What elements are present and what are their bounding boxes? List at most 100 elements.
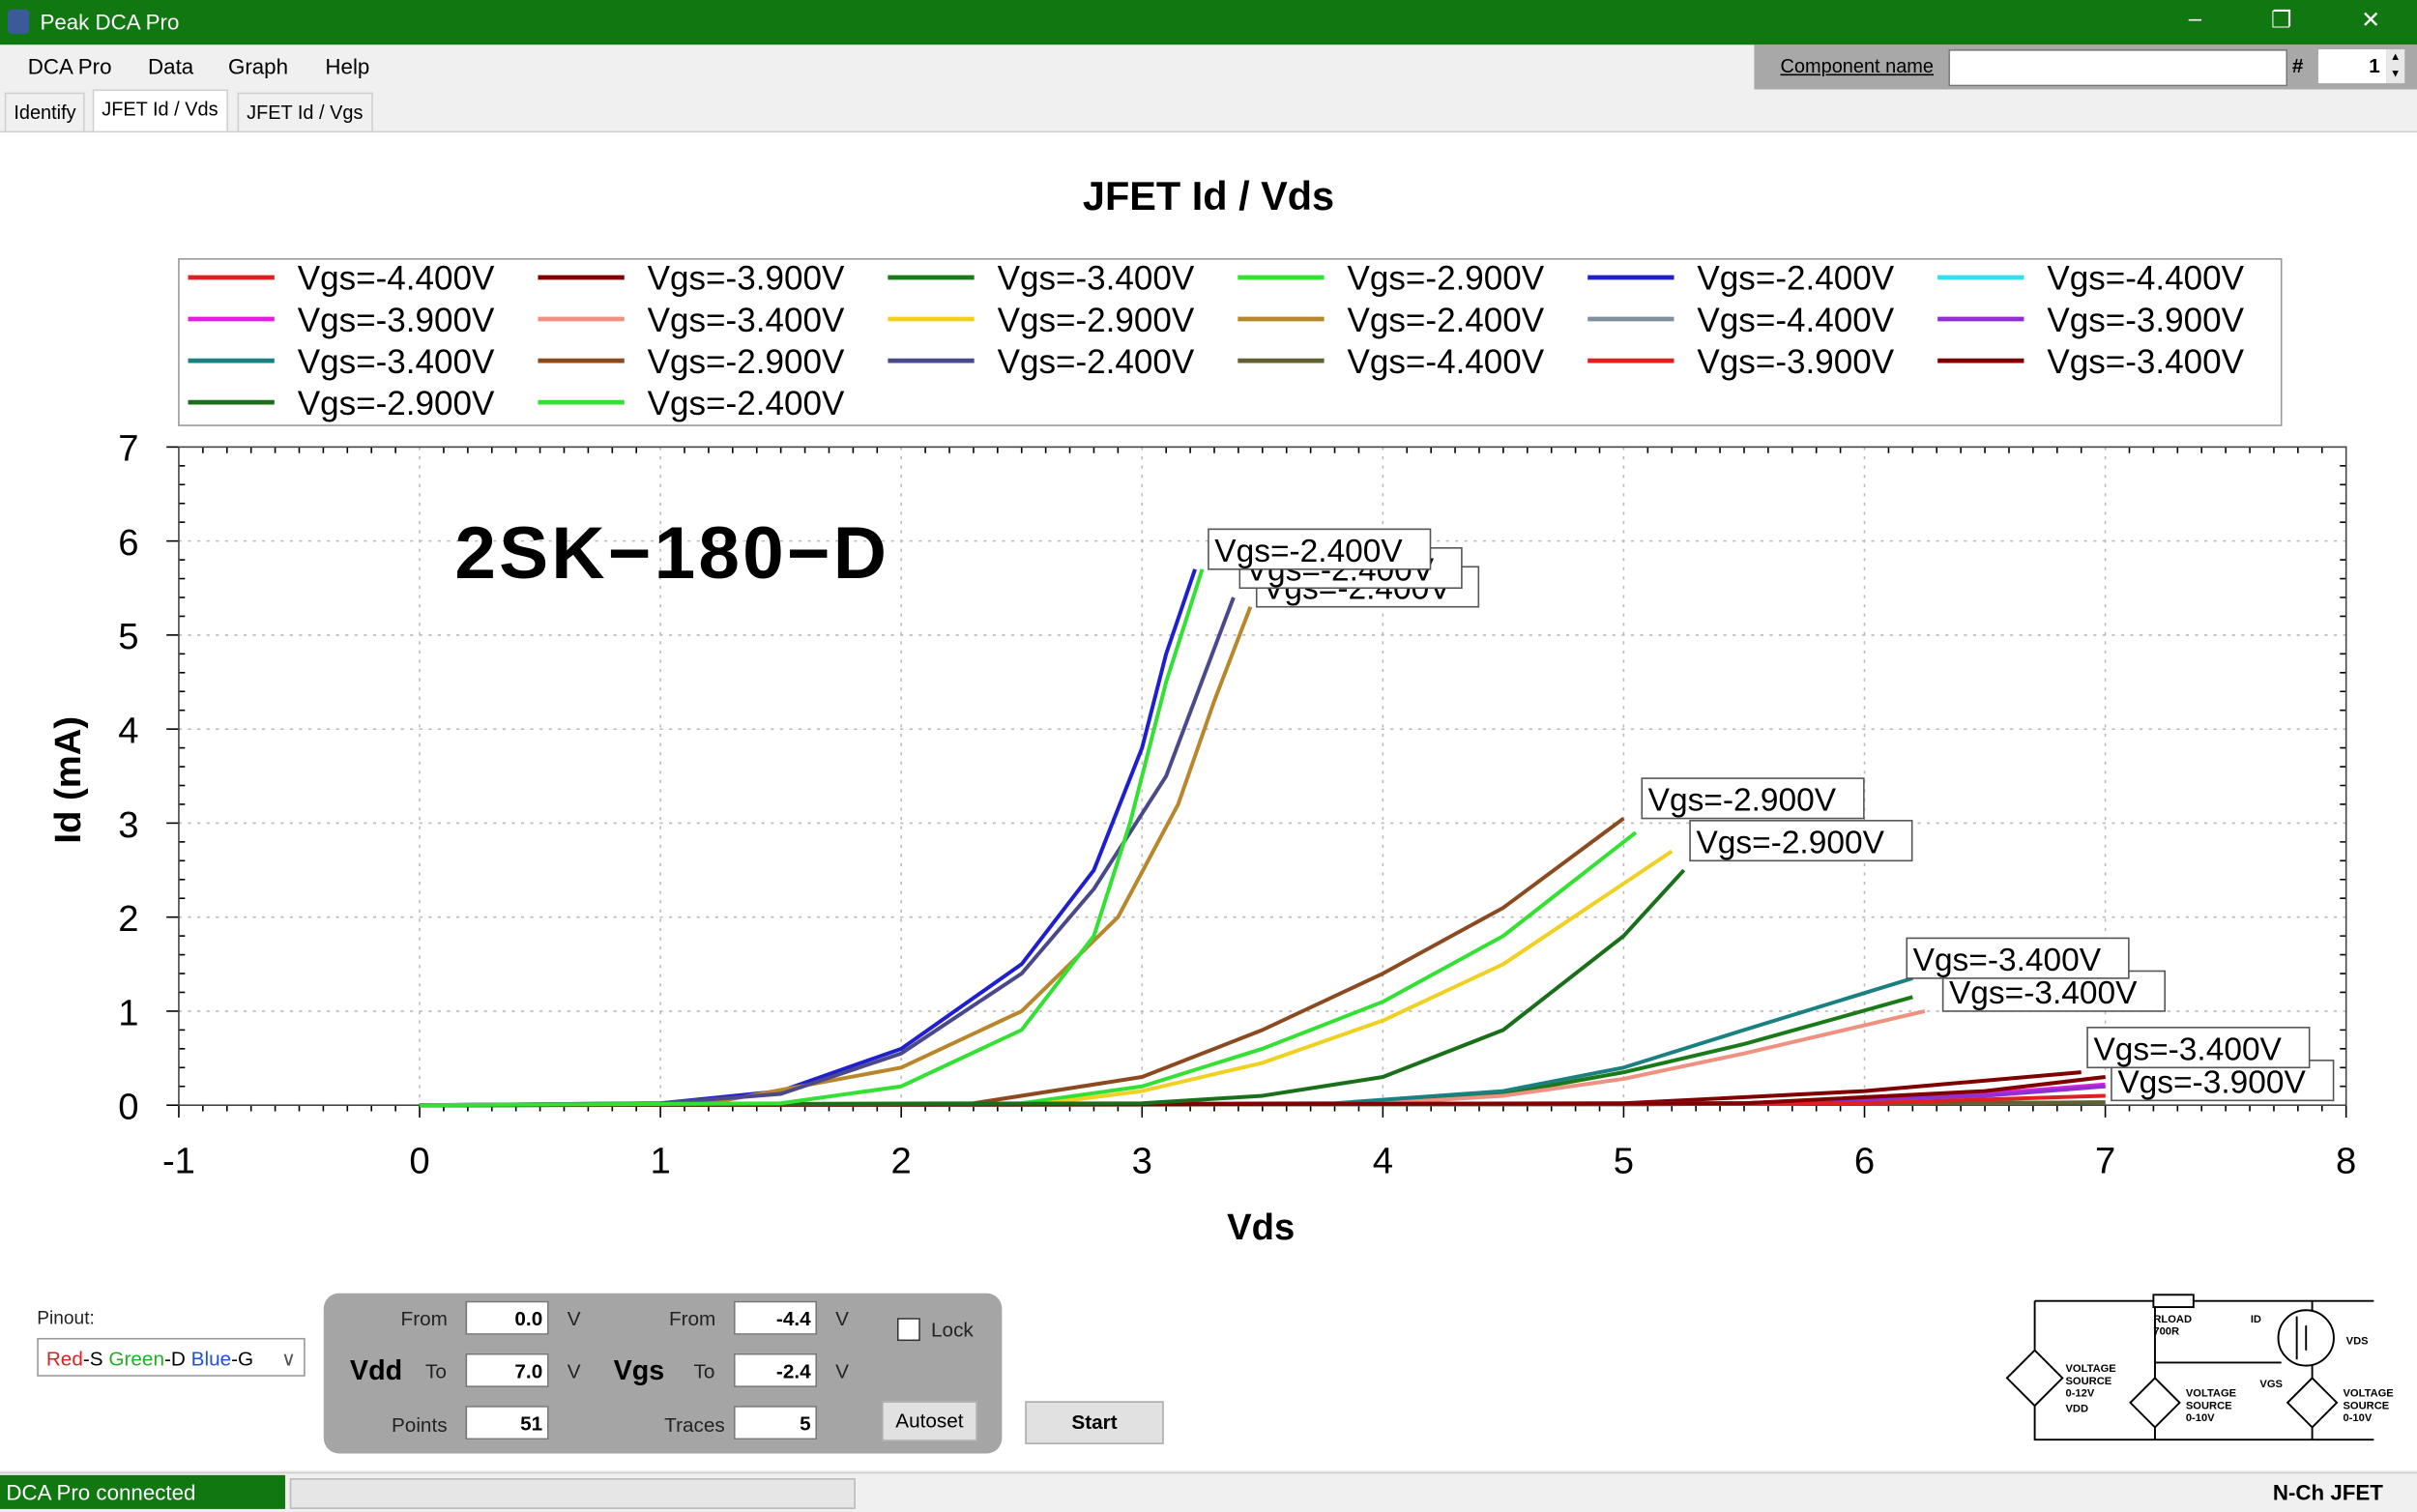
- y-tick-label: 6: [118, 522, 138, 564]
- pinout-select[interactable]: Red-S Green-D Blue-G ∨: [37, 1337, 306, 1377]
- pinout-segment: -D: [164, 1347, 191, 1371]
- legend-entry: Vgs=-4.400V: [1697, 302, 1894, 339]
- legend-entry: Vgs=-2.900V: [298, 385, 495, 422]
- y-tick-label: 3: [118, 804, 138, 846]
- legend-entry: Vgs=-2.900V: [998, 302, 1195, 339]
- y-tick-label: 7: [118, 428, 138, 470]
- source-text: VOLTAGE: [2343, 1388, 2393, 1400]
- source-text: SOURCE: [2343, 1400, 2389, 1411]
- traces-label: Traces: [664, 1413, 725, 1437]
- unit: V: [835, 1359, 849, 1383]
- trace-label: Vgs=-3.400V: [1913, 943, 2102, 978]
- pinout-segment: -G: [231, 1347, 254, 1371]
- number-input[interactable]: 1: [2317, 49, 2387, 84]
- autoset-button[interactable]: Autoset: [881, 1401, 977, 1441]
- traces-input[interactable]: 5: [733, 1406, 818, 1440]
- menu-dca-pro[interactable]: DCA Pro: [27, 53, 112, 79]
- y-tick-label: 0: [118, 1087, 138, 1128]
- legend-entry: Vgs=-3.900V: [2047, 302, 2244, 339]
- vdd-to-label: To: [425, 1359, 447, 1383]
- source-text: 0-12V: [2065, 1388, 2094, 1400]
- pinout-segment: Blue: [190, 1347, 232, 1371]
- legend-entry: Vgs=-2.400V: [648, 385, 845, 422]
- component-bar: Component name # 1 ▲ ▼: [1754, 44, 2417, 90]
- menu-graph[interactable]: Graph: [227, 53, 289, 79]
- vdd-label: Vdd: [349, 1354, 403, 1386]
- component-name-input[interactable]: [1948, 49, 2288, 87]
- x-tick-label: 7: [2095, 1140, 2115, 1181]
- number-spinner[interactable]: ▲ ▼: [2386, 49, 2405, 84]
- trace-label-box: [2086, 1027, 2311, 1069]
- source-text: VOLTAGE: [2186, 1388, 2236, 1400]
- start-button[interactable]: Start: [1025, 1401, 1164, 1444]
- lock-label: Lock: [931, 1318, 974, 1342]
- legend-entry: Vgs=-3.900V: [648, 260, 845, 298]
- id-label: ID: [2251, 1314, 2261, 1325]
- trace-label: Vgs=-2.400V: [1214, 534, 1403, 569]
- unit: V: [567, 1307, 581, 1330]
- points-input[interactable]: 51: [465, 1406, 549, 1440]
- menu-data[interactable]: Data: [148, 53, 194, 79]
- vdd-to-input[interactable]: 7.0: [465, 1352, 549, 1387]
- app-icon: [7, 9, 30, 35]
- points-label: Points: [391, 1413, 448, 1437]
- trace-label-box: [1689, 820, 1913, 862]
- title-bar: Peak DCA Pro – ❐ ✕: [0, 0, 2417, 45]
- source-text: SOURCE: [2186, 1400, 2232, 1411]
- series-line: [420, 568, 1197, 1108]
- x-tick-label: 4: [1373, 1140, 1393, 1181]
- restore-button[interactable]: ❐: [2270, 7, 2292, 35]
- source-text: 0-10V: [2186, 1412, 2215, 1424]
- trace-label: Vgs=-2.900V: [1696, 825, 1884, 860]
- source-text: VDD: [2065, 1403, 2088, 1414]
- lock-checkbox[interactable]: [896, 1318, 920, 1342]
- tab-identify[interactable]: Identify: [4, 92, 86, 131]
- trace-label: Vgs=-2.900V: [1648, 783, 1837, 819]
- vgs-from-input[interactable]: -4.4: [733, 1300, 818, 1335]
- rload-label: RLOAD: [2153, 1314, 2192, 1325]
- legend-entry: Vgs=-3.900V: [1697, 343, 1894, 381]
- unit: V: [567, 1359, 581, 1383]
- pinout-segment: -S: [82, 1347, 109, 1371]
- y-axis-label: Id (mA): [47, 716, 89, 844]
- vgs-to-label: To: [693, 1359, 715, 1383]
- menu-help[interactable]: Help: [325, 53, 370, 79]
- trace-label: Vgs=-3.400V: [1949, 975, 2138, 1011]
- legend-entry: Vgs=-4.400V: [2047, 260, 2244, 298]
- legend-entry: Vgs=-2.400V: [998, 343, 1195, 381]
- legend-entry: Vgs=-3.400V: [2047, 343, 2244, 381]
- vdd-from-input[interactable]: 0.0: [465, 1300, 549, 1335]
- id-vds-chart: JFET Id / Vds Vgs=-4.400V Vgs=-3.900V Vgs=…: [47, 173, 2356, 1248]
- x-tick-label: 3: [1132, 1140, 1152, 1181]
- series-line: [420, 995, 1913, 1108]
- device-type: N-Ch JFET: [2272, 1479, 2383, 1505]
- legend-entry: Vgs=-3.900V: [298, 302, 495, 339]
- minimize-button[interactable]: –: [2188, 6, 2202, 33]
- x-tick-label: -1: [162, 1140, 195, 1181]
- series-line: [420, 606, 1253, 1108]
- close-button[interactable]: ✕: [2361, 7, 2381, 35]
- tab-jfet-id-vds[interactable]: JFET Id / Vds: [92, 89, 228, 133]
- legend-entry: Vgs=-4.400V: [298, 260, 495, 298]
- x-axis-label: Vds: [1227, 1207, 1295, 1248]
- y-tick-label: 5: [118, 616, 138, 657]
- pinout-segment: Red: [45, 1347, 83, 1371]
- window-title: Peak DCA Pro: [40, 9, 180, 35]
- vgs-to-input[interactable]: -2.4: [733, 1352, 818, 1387]
- vgs-circuit-label: VGS: [2259, 1379, 2283, 1390]
- x-tick-label: 6: [1854, 1140, 1875, 1181]
- legend-entry: Vgs=-2.400V: [1697, 260, 1894, 298]
- trace-label: Vgs=-3.400V: [2093, 1032, 2282, 1067]
- legend-entry: Vgs=-2.900V: [1348, 260, 1545, 298]
- chart-title: JFET Id / Vds: [1083, 173, 1334, 218]
- series-line: [420, 849, 1674, 1108]
- tab-jfet-id-vgs[interactable]: JFET Id / Vgs: [237, 92, 373, 131]
- status-bar: DCA Pro connected N-Ch JFET: [0, 1471, 2417, 1512]
- trace-label-box: [1641, 777, 1865, 820]
- x-tick-label: 8: [2336, 1140, 2356, 1181]
- vgs-from-label: From: [668, 1307, 716, 1330]
- chevron-down-icon[interactable]: ∨: [280, 1347, 297, 1371]
- source-text: 0-10V: [2343, 1412, 2372, 1424]
- y-tick-label: 4: [118, 711, 138, 752]
- legend-entry: Vgs=-3.400V: [998, 260, 1195, 298]
